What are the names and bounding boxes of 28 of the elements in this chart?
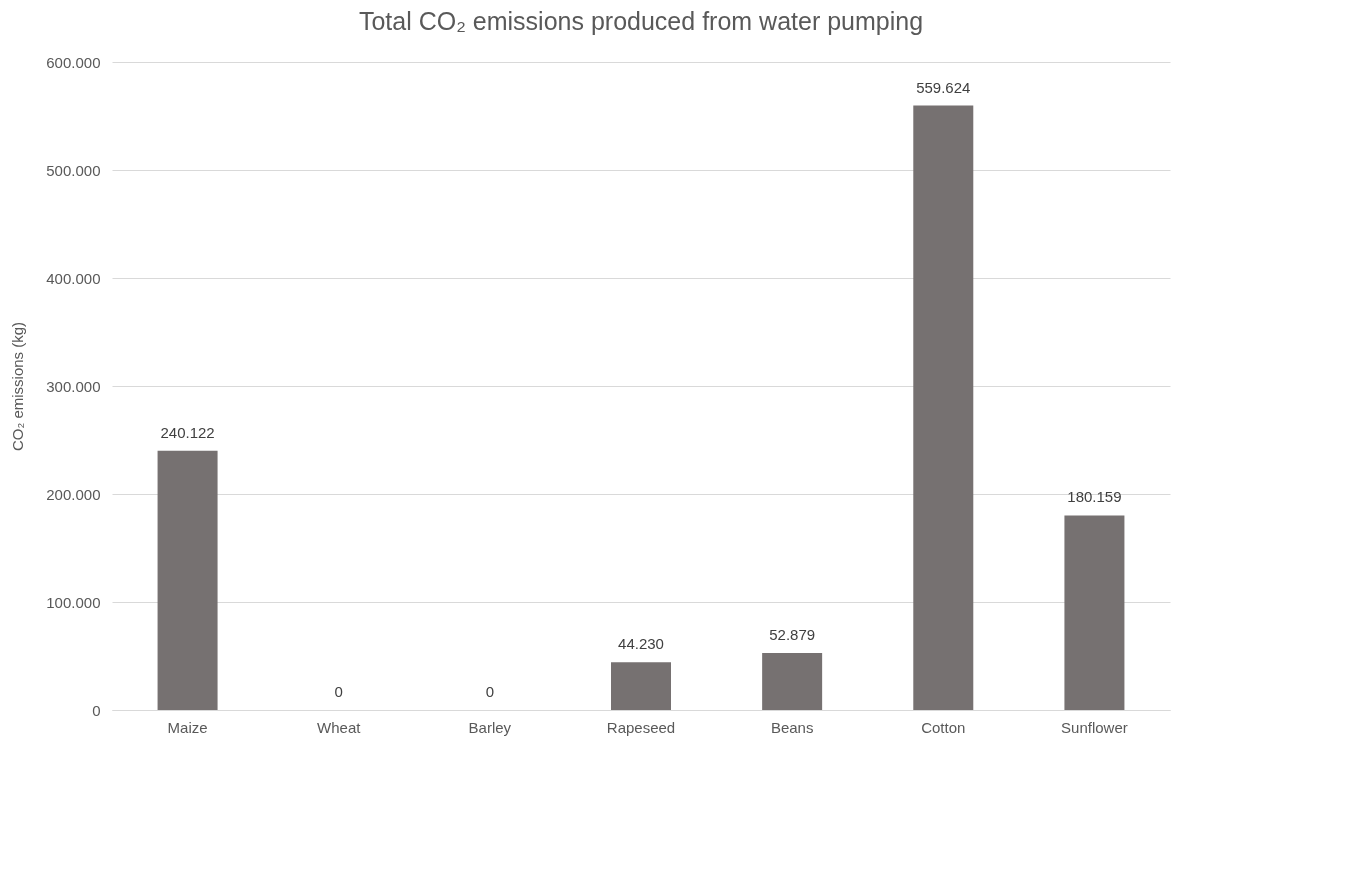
bar xyxy=(913,105,974,710)
y-tick-label: 500.000 xyxy=(46,161,101,179)
data-label: 52.879 xyxy=(769,625,816,643)
chart-title: Total CO₂ emissions produced from water pumping xyxy=(358,7,924,35)
data-label: 44.230 xyxy=(618,635,664,653)
x-tick-label: Maize xyxy=(167,718,208,736)
x-tick-label: Wheat xyxy=(317,718,362,736)
x-tick-label: Cotton xyxy=(921,718,966,736)
y-tick-label: 200.000 xyxy=(46,485,101,503)
bar xyxy=(762,652,823,710)
y-axis-title: CO₂ emissions (kg) xyxy=(9,321,27,452)
data-label: 180.159 xyxy=(1067,488,1122,506)
bar xyxy=(611,662,671,710)
x-tick-label: Beans xyxy=(770,718,814,736)
y-tick-label: 600.000 xyxy=(46,53,101,71)
data-label: 0 xyxy=(485,683,495,700)
y-tick-label: 400.000 xyxy=(46,269,101,287)
y-tick-label: 100.000 xyxy=(46,593,101,611)
x-tick-label: Sunflower xyxy=(1061,718,1128,736)
data-label: 0 xyxy=(334,683,343,700)
y-tick-label: 300.000 xyxy=(46,377,101,395)
x-tick-label: Rapeseed xyxy=(606,718,676,736)
data-label: 559.624 xyxy=(916,78,971,96)
x-tick-label: Barley xyxy=(468,718,512,736)
bar xyxy=(1064,515,1125,710)
bar xyxy=(157,450,218,710)
data-label: 240.122 xyxy=(160,423,215,441)
y-tick-label: 0 xyxy=(92,701,101,719)
